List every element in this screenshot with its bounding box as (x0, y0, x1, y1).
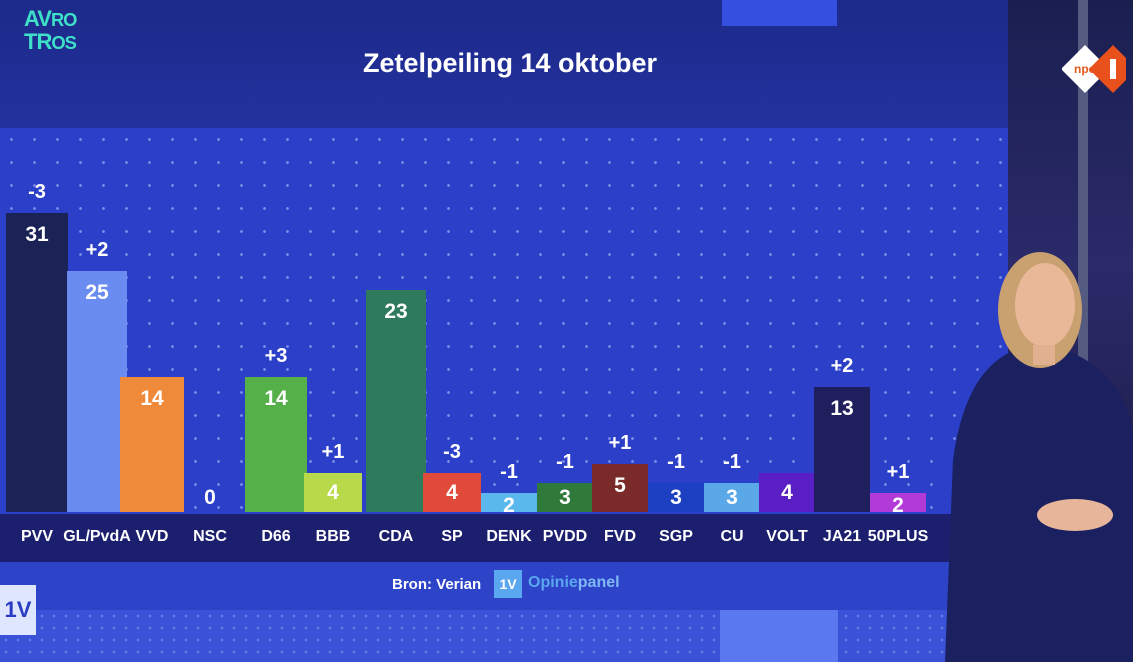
change-label: +3 (264, 344, 288, 367)
decor-tile (722, 0, 837, 26)
value-label: 2 (892, 493, 904, 517)
bar-pvdd (537, 483, 593, 512)
value-label: 2 (503, 493, 515, 517)
bar-bbb (304, 473, 362, 512)
bar-50plus (870, 492, 926, 512)
presenter (945, 252, 1133, 662)
bar-sgp (648, 483, 704, 512)
bar-d66 (245, 376, 307, 512)
bar-glpvda (67, 270, 127, 512)
value-label: 3 (670, 485, 682, 509)
category-label: GL/PvdA (63, 528, 131, 545)
change-label: +1 (886, 460, 910, 483)
studio-pillar (1078, 0, 1088, 662)
change-label: +1 (321, 441, 345, 464)
bar-denk (481, 492, 537, 512)
bar-pvv (6, 212, 68, 512)
panel-part2: panel (577, 574, 620, 591)
category-label: FVD (604, 528, 636, 545)
source-text: Bron: Verian (392, 576, 482, 593)
panel-part1: Opinie (528, 574, 578, 591)
category-label: D66 (261, 528, 291, 545)
1v-logo: 1V (494, 570, 522, 598)
category-label: VOLT (766, 528, 808, 545)
change-label: -1 (500, 460, 518, 483)
category-label: SGP (659, 528, 693, 545)
bar-volt (759, 473, 815, 512)
category-label: DENK (486, 528, 532, 545)
svg-text:npo: npo (1074, 62, 1096, 76)
bar-sp (423, 473, 481, 512)
value-label: 14 (264, 386, 288, 410)
value-label: 0 (204, 486, 216, 509)
1v-corner-badge: 1V (0, 585, 36, 635)
bar-cu (704, 483, 760, 512)
change-label: -1 (556, 451, 574, 474)
category-label-band (0, 514, 1008, 562)
change-label: -3 (28, 180, 46, 203)
bottom-band (0, 610, 1008, 662)
category-label: SP (441, 528, 463, 545)
bar-vvd (120, 376, 184, 512)
value-label: 23 (384, 300, 408, 324)
category-label: BBB (315, 528, 351, 545)
change-label: +2 (85, 238, 109, 261)
category-label: PVV (20, 528, 53, 545)
value-label: 31 (25, 222, 49, 246)
tv-screen: AVRO TROS Zetelpeiling 14 oktober 1V Bron… (0, 0, 1008, 662)
header-band: AVRO TROS Zetelpeiling 14 oktober (0, 0, 1008, 128)
category-label: CU (720, 528, 744, 545)
opiniepanel-logo: Opiniepanel (528, 574, 620, 592)
category-label: NSC (193, 528, 227, 545)
category-label: PVDD (542, 528, 588, 545)
value-label: 4 (781, 480, 793, 504)
category-label: CDA (378, 528, 414, 545)
chart-title: Zetelpeiling 14 oktober (362, 48, 658, 78)
category-label: JA21 (822, 528, 862, 545)
value-label: 13 (830, 396, 854, 420)
change-label: +2 (830, 354, 854, 377)
npo1-logo: npo (1062, 44, 1126, 94)
value-label: 4 (327, 480, 339, 504)
change-label: -1 (667, 451, 685, 474)
change-label: +1 (608, 431, 632, 454)
bar-fvd (592, 463, 648, 512)
category-label: VVD (135, 528, 169, 545)
value-label: 5 (614, 473, 626, 497)
value-label: 25 (85, 280, 109, 304)
value-label: 14 (140, 386, 164, 410)
bar-ja21 (814, 386, 870, 512)
bar-cda (366, 290, 426, 512)
change-label: -1 (723, 451, 741, 474)
decor-tile (720, 610, 838, 662)
value-label: 4 (446, 480, 458, 504)
avrotros-logo: AVRO TROS (24, 6, 77, 54)
value-label: 3 (726, 485, 738, 509)
category-label: 50PLUS (867, 528, 929, 545)
value-label: 3 (559, 485, 571, 509)
change-label: -3 (443, 441, 461, 464)
